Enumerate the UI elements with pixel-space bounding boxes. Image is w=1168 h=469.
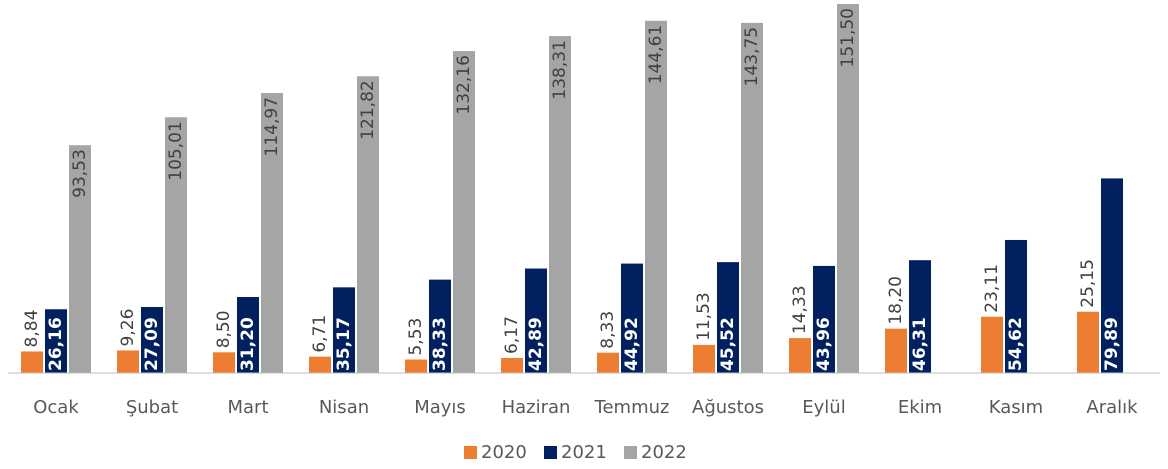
legend-swatch [544, 446, 557, 459]
bar [741, 22, 763, 373]
value-label: 8,33 [598, 311, 618, 349]
bar [333, 287, 355, 373]
bar [909, 260, 931, 373]
bar [1077, 311, 1099, 373]
value-label: 138,31 [550, 40, 570, 99]
x-tick-label: Ekim [898, 397, 942, 418]
bar [309, 356, 331, 373]
bar [645, 20, 667, 373]
bar [453, 51, 475, 373]
legend-label: 2021 [561, 442, 607, 463]
bar [837, 4, 859, 373]
value-label: 25,15 [1078, 259, 1098, 308]
x-tick-label: Nisan [319, 397, 369, 418]
value-label: 42,89 [526, 317, 546, 371]
bar [501, 357, 523, 373]
value-label: 5,53 [406, 318, 426, 356]
bar [597, 352, 619, 373]
bar [357, 76, 379, 373]
bar [693, 344, 715, 373]
bar [885, 328, 907, 373]
value-label: 144,61 [646, 25, 666, 84]
bar [1005, 239, 1027, 373]
x-tick-label: Kasım [989, 397, 1043, 418]
value-label: 114,97 [262, 97, 282, 156]
value-label: 143,75 [742, 27, 762, 86]
x-tick-label: Ocak [33, 397, 79, 418]
bar [165, 117, 187, 374]
value-label: 11,53 [694, 292, 714, 341]
x-tick-label: Eylül [802, 397, 845, 418]
legend-label: 2020 [481, 442, 527, 463]
legend-swatch [624, 446, 637, 459]
value-label: 6,71 [310, 315, 330, 353]
value-label: 54,62 [1006, 317, 1026, 371]
value-label: 79,89 [1102, 317, 1122, 371]
bar [237, 297, 259, 373]
value-label: 35,17 [334, 317, 354, 371]
value-label: 44,92 [622, 317, 642, 371]
bar [69, 145, 91, 373]
bar [429, 279, 451, 373]
x-tick-label: Şubat [126, 397, 178, 418]
x-tick-label: Haziran [502, 397, 571, 418]
bar [117, 350, 139, 373]
value-label: 23,11 [982, 264, 1002, 313]
value-label: 31,20 [238, 317, 258, 371]
bar [261, 92, 283, 373]
value-label: 105,01 [166, 121, 186, 180]
x-tick-label: Aralık [1086, 397, 1138, 418]
value-label: 18,20 [886, 276, 906, 325]
value-label: 6,17 [502, 316, 522, 354]
x-tick-label: Temmuz [594, 397, 670, 418]
x-tick-label: Mayıs [414, 397, 466, 418]
x-tick-label: Mart [227, 397, 268, 418]
value-label: 121,82 [358, 80, 378, 139]
value-label: 151,50 [838, 8, 858, 67]
x-tick-label: Ağustos [692, 397, 764, 418]
value-label: 43,96 [814, 317, 834, 371]
bar [549, 36, 571, 374]
bar [813, 265, 835, 373]
value-label: 8,50 [214, 310, 234, 348]
bar [525, 268, 547, 373]
bar [981, 316, 1003, 373]
bar [405, 359, 427, 373]
value-label: 132,16 [454, 55, 474, 114]
legend-label: 2022 [641, 442, 687, 463]
value-label: 14,33 [790, 285, 810, 334]
bar [789, 338, 811, 373]
value-label: 8,84 [22, 310, 42, 348]
bar [1101, 178, 1123, 373]
value-label: 9,26 [118, 309, 138, 347]
value-label: 46,31 [910, 317, 930, 371]
value-label: 45,52 [718, 317, 738, 371]
value-label: 38,33 [430, 317, 450, 371]
bar [621, 263, 643, 373]
bar [45, 309, 67, 373]
value-label: 93,53 [70, 149, 90, 198]
bar [21, 351, 43, 373]
bar [141, 307, 163, 373]
legend-swatch [464, 446, 477, 459]
bar [213, 352, 235, 373]
bar [717, 262, 739, 373]
value-label: 26,16 [46, 317, 66, 371]
value-label: 27,09 [142, 317, 162, 371]
